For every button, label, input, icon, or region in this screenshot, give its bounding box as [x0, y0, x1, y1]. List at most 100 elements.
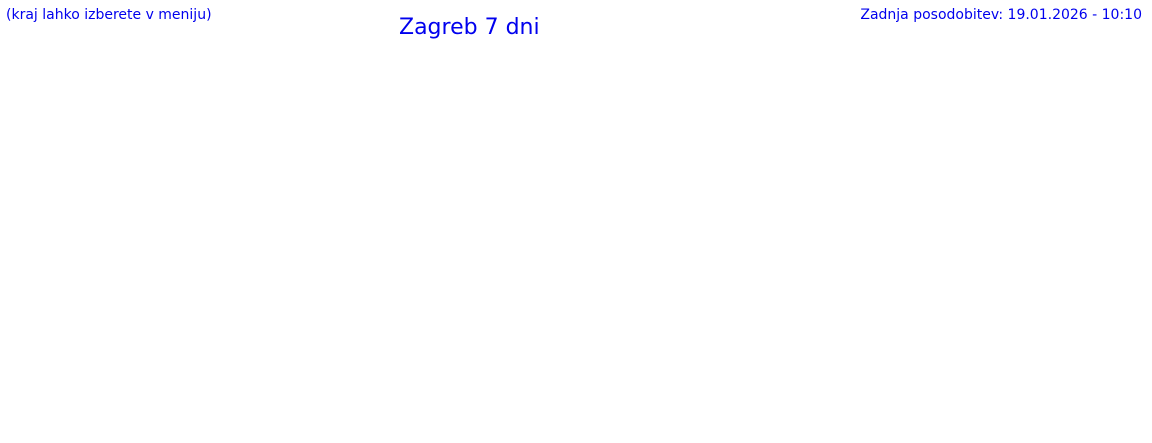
cloud-density-patch [807, 205, 993, 313]
sun-ray [625, 120, 629, 125]
sun-ray [219, 118, 225, 122]
daylight-band [579, 97, 644, 359]
barb-shaft [120, 149, 140, 161]
cloud-density-patch [530, 334, 704, 347]
x-tick-label: 12 [462, 360, 484, 380]
barb-shaft [1062, 141, 1067, 164]
cloud-shape [160, 109, 194, 129]
calm-wind-icon [610, 148, 619, 158]
barb-flag [252, 147, 256, 155]
frozen-mix-marker [952, 348, 961, 356]
temperature-label: -4 [286, 320, 303, 340]
x-tick-label: 06 [289, 360, 311, 380]
cloud-density-patch [450, 215, 485, 255]
moon-cloud-icon [547, 105, 581, 129]
density-swatch [976, 385, 1007, 398]
wind-barb-icon [1045, 141, 1053, 164]
sun-ray [740, 120, 744, 125]
calm-wind-icon [419, 148, 429, 158]
cloud-density-patch [242, 334, 485, 352]
sun-ray [219, 106, 225, 110]
sun-ray [344, 105, 349, 110]
x-tick-label: 18 [1051, 360, 1073, 380]
moon-cloud-icon [373, 105, 408, 129]
cloudy-icon [815, 106, 860, 128]
frozen-mix-legend-icon [386, 389, 396, 399]
calm-wind-icon [835, 148, 844, 158]
partly-sunny-icon [1025, 100, 1062, 129]
credit-link[interactable]: © vreme.us & vreme.pro [556, 390, 731, 406]
calm-wind-icon [298, 148, 308, 158]
sun-ray [1040, 101, 1045, 106]
density-legend-title: Gostota oblakov (%) [764, 385, 927, 404]
temperature-label: 0 [472, 288, 483, 308]
x-tick-label: 12 [601, 360, 623, 380]
calm-wind-icon [402, 148, 412, 158]
snow-legend-swatch [287, 387, 300, 400]
temperature-label: 2 [1083, 263, 1094, 283]
x-tick-label: 18 [358, 360, 380, 380]
precipitation-bar [944, 357, 949, 359]
density-colorbar-frame [946, 384, 1096, 399]
x-tick-label: 06 [151, 360, 173, 380]
temperature-label: -3 [561, 317, 578, 337]
sun-disc [175, 105, 191, 121]
cloud-shape [469, 106, 504, 125]
barb-shaft [241, 149, 261, 161]
cloud-shape [480, 108, 514, 128]
cloudy-icon [435, 106, 479, 128]
calm-wind-icon [765, 148, 775, 158]
barb-flag [1047, 141, 1053, 145]
moon-shape [685, 105, 707, 127]
cloudy-icon [469, 106, 514, 128]
density-tick-label: 90 [1059, 403, 1077, 419]
x-tick-label: 06 [566, 360, 588, 380]
day-date: 19.01 [172, 75, 221, 95]
cloudy-icon [850, 106, 895, 128]
partly-sunny-icon [333, 100, 369, 129]
barb-flag [131, 147, 135, 155]
cloud-shape [209, 109, 243, 128]
temperature-tick-label: 3 [62, 238, 73, 258]
x-tick-label: sre [391, 360, 417, 380]
sun-ray [996, 118, 1002, 122]
sun-ray [359, 101, 364, 106]
sun-ray [1001, 101, 1006, 106]
moon-shape [235, 105, 257, 127]
cloud-density-patch [865, 228, 947, 335]
day-name: torek [313, 54, 357, 74]
density-tick-label: 25 [971, 403, 989, 419]
barb-flag [1065, 141, 1070, 145]
calm-wind-icon [662, 148, 671, 158]
day-date: 23.01 [726, 75, 775, 95]
cloud-shape [504, 106, 538, 125]
sun-ray [314, 101, 318, 106]
cloud-shape [610, 109, 644, 129]
barb-shaft [189, 149, 209, 161]
wind-barb-icon [224, 147, 244, 161]
frozen-mix-marker [964, 348, 972, 356]
sun-ray [740, 101, 744, 106]
cloud-shape [1058, 106, 1092, 125]
snow-cloud-icon [958, 106, 992, 133]
cloud-shape [270, 109, 304, 129]
sun-ray [1051, 120, 1056, 125]
x-tick-label: 18 [774, 360, 796, 380]
cloud-shape [958, 106, 992, 125]
calm-wind-icon [437, 148, 446, 158]
chart-panel [108, 55, 1112, 423]
x-tick-label: čet [529, 360, 556, 380]
precipitation-tick-label: 1 [113, 313, 124, 333]
calm-wind-icon [350, 148, 360, 158]
barb-shaft [224, 149, 244, 161]
calm-wind-icon [316, 148, 325, 158]
daylight-band [995, 97, 1059, 359]
sun-disc [313, 105, 329, 121]
sun-ray [175, 120, 180, 125]
day-name: četrtek [581, 54, 642, 74]
temperature-label: -1 [150, 295, 167, 315]
barb-shaft [137, 149, 157, 161]
sun-ray [621, 116, 626, 121]
sun-ray [190, 105, 195, 110]
cloud-shape [435, 106, 469, 125]
